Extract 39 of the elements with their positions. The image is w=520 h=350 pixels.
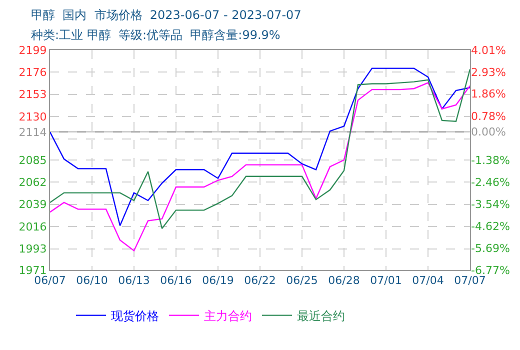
y2-tick-label: -3.54% (471, 198, 510, 211)
y2-tick-label: -6.77% (471, 264, 510, 277)
x-tick-label: 06/22 (244, 274, 276, 288)
legend-label: 现货价格 (111, 308, 159, 323)
y2-tick-label: -4.62% (471, 220, 510, 233)
y-tick-label: 1971 (18, 264, 47, 277)
y-tick-label: 1993 (18, 242, 47, 256)
y-tick-label: 2114 (18, 126, 47, 139)
y2-tick-label: 4.01% (471, 44, 506, 57)
x-tick-label: 07/07 (454, 274, 486, 288)
x-tick-label: 06/28 (328, 274, 360, 288)
chart-subtitle: 种类:工业 甲醇 等级:优等品 甲醇含量:99.9% (31, 28, 280, 42)
x-tick-label: 06/07 (34, 274, 66, 288)
y2-tick-label: 2.93% (471, 66, 506, 79)
x-tick-label: 06/16 (160, 274, 192, 288)
y-tick-label: 2130 (18, 110, 47, 124)
y-tick-label: 2062 (18, 176, 47, 190)
y-tick-label: 2153 (18, 88, 47, 102)
y2-tick-label: -5.69% (471, 242, 510, 255)
x-tick-label: 06/25 (286, 274, 318, 288)
legend-label: 最近合约 (297, 308, 345, 323)
y2-tick-label: 1.86% (471, 88, 506, 101)
y-tick-label: 2016 (18, 220, 47, 234)
y2-tick-label: 0.00% (471, 126, 506, 139)
y-tick-label: 2176 (18, 66, 47, 80)
y-tick-label: 2085 (18, 154, 47, 167)
x-tick-label: 06/10 (76, 274, 108, 288)
chart-title: 甲醇 国内 市场价格 2023-06-07 - 2023-07-07 (31, 8, 302, 22)
legend-label: 主力合约 (204, 308, 252, 323)
y-tick-label: 2039 (18, 198, 47, 212)
y-tick-label: 2199 (18, 44, 47, 57)
x-tick-label: 07/04 (412, 274, 444, 288)
y2-tick-label: 0.78% (471, 110, 506, 123)
x-tick-label: 06/19 (202, 274, 234, 288)
y2-tick-label: -1.38% (471, 154, 510, 167)
line-series (50, 82, 470, 252)
x-tick-label: 06/13 (118, 274, 150, 288)
x-tick-label: 07/01 (370, 274, 402, 288)
y2-tick-label: -2.46% (471, 176, 510, 189)
